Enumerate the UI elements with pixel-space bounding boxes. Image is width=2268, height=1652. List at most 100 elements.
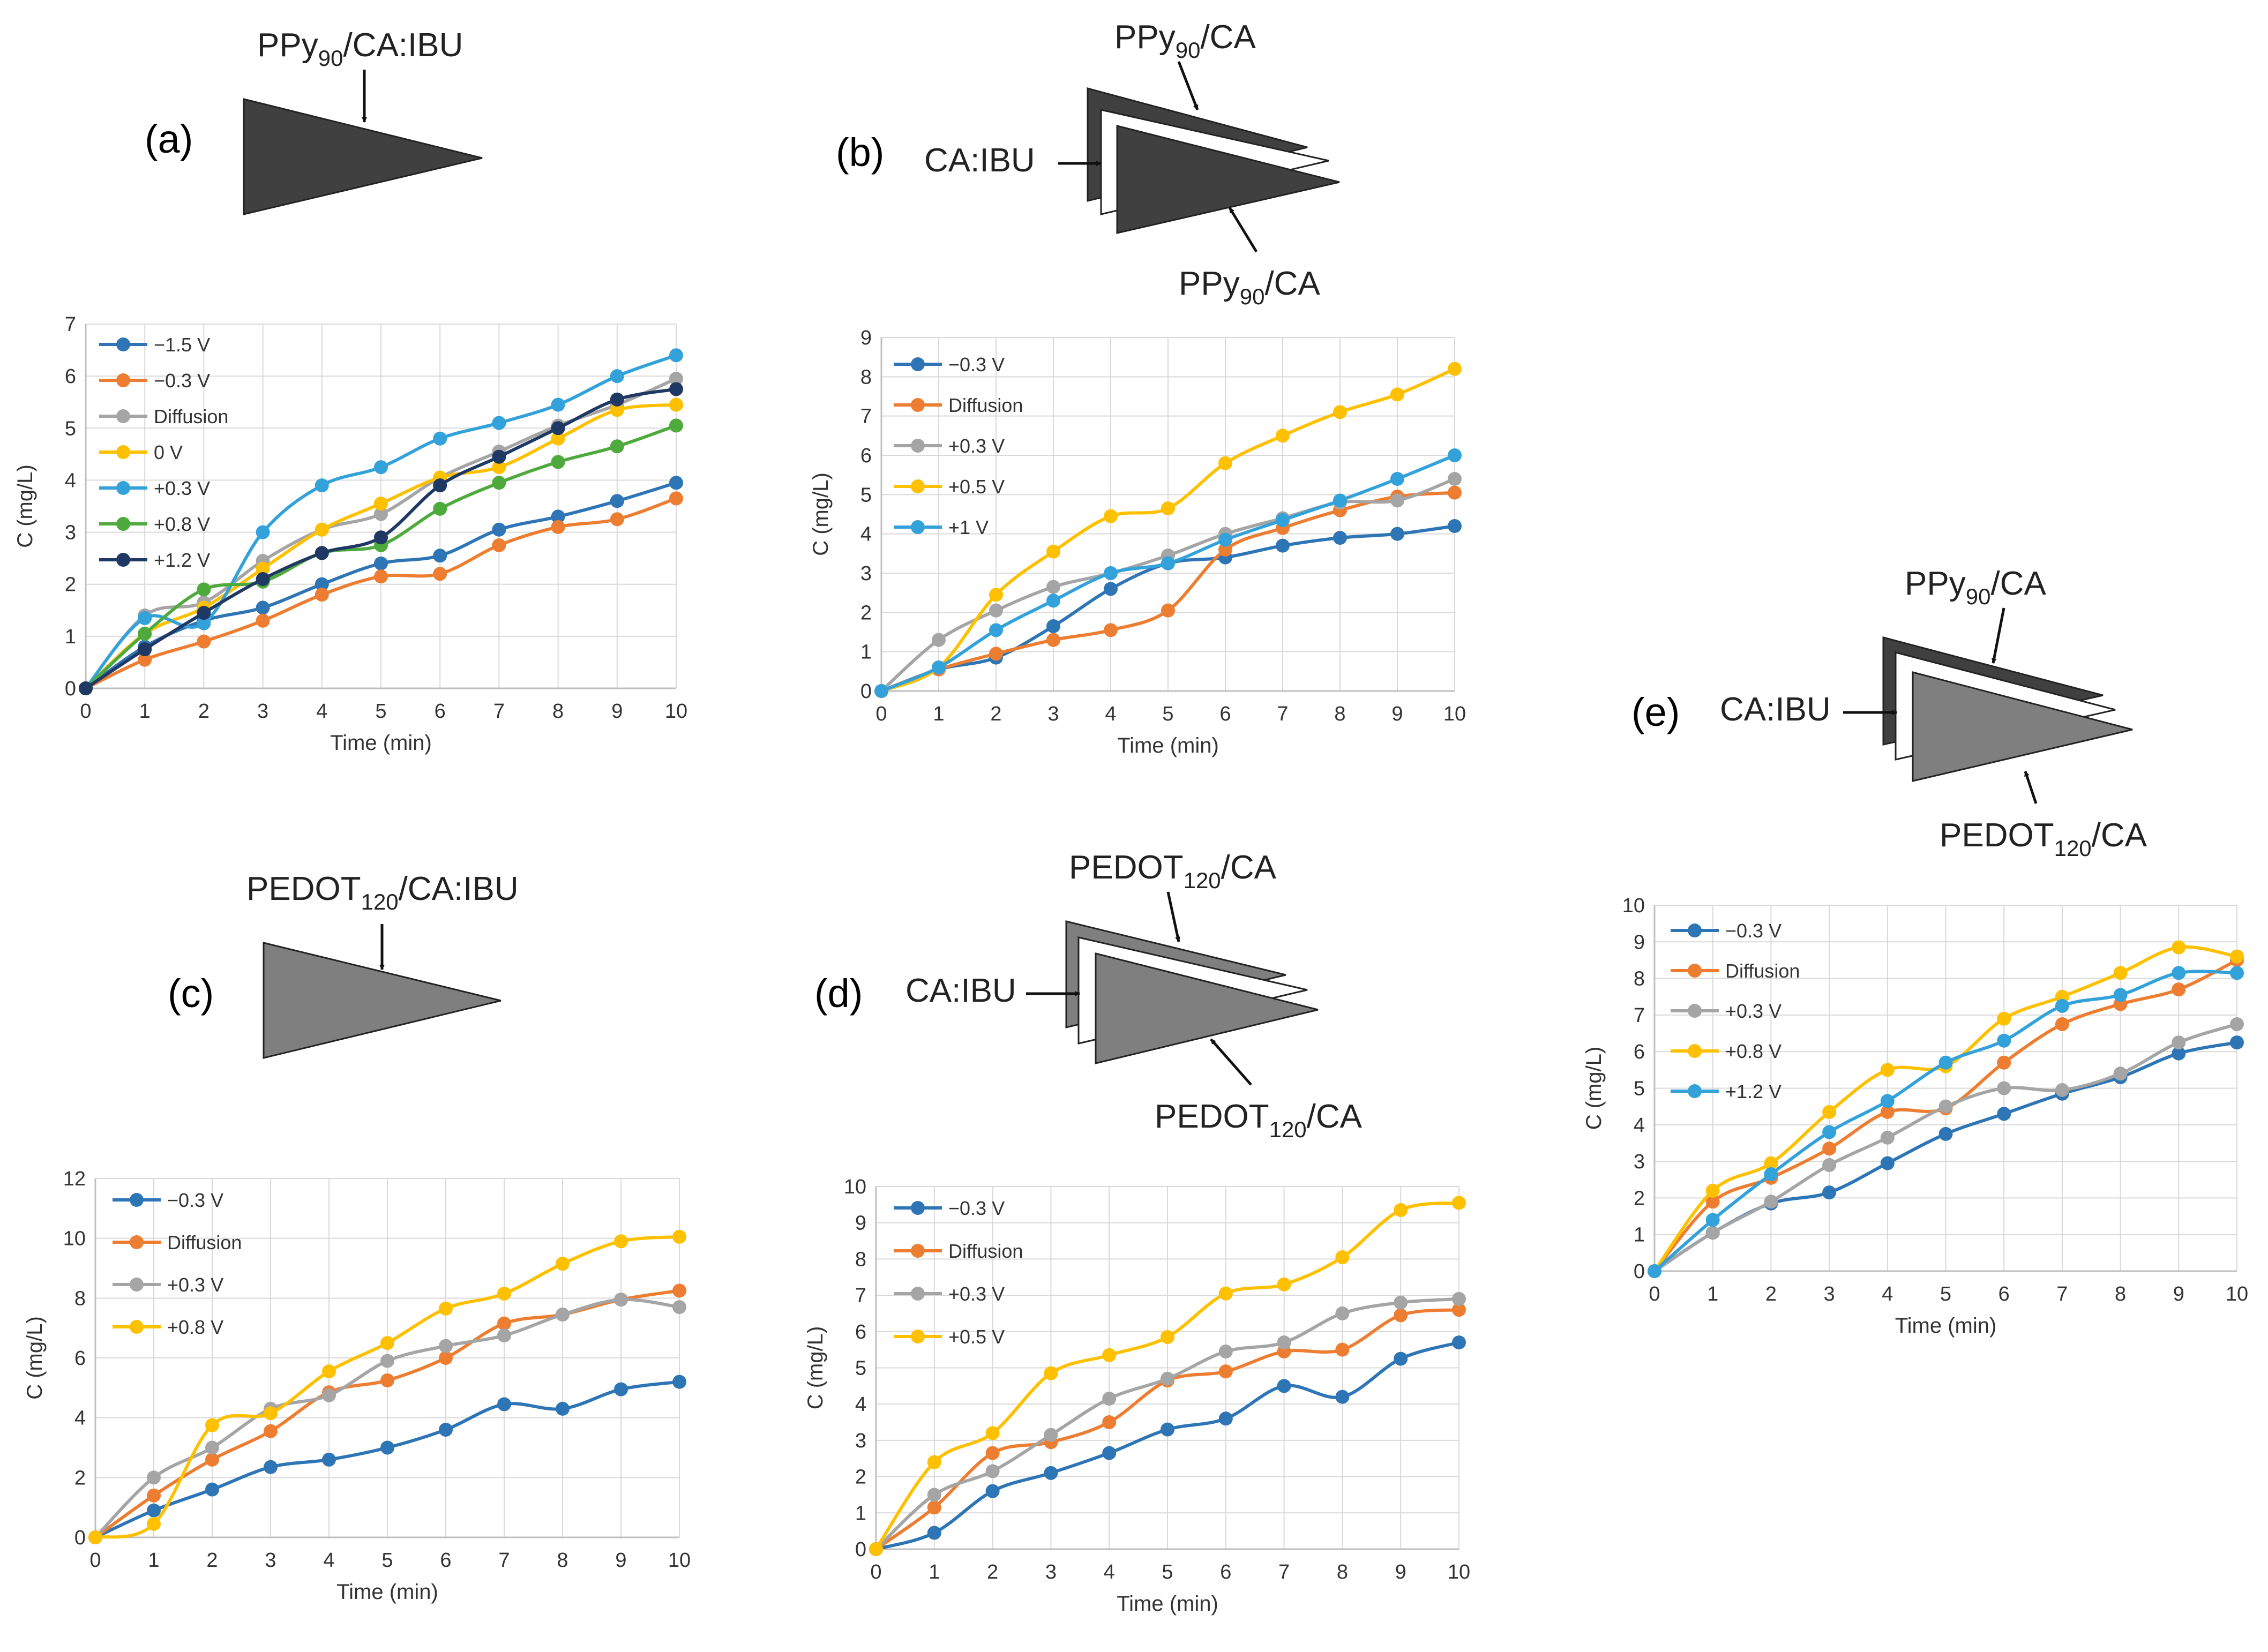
data-point	[1276, 429, 1290, 443]
data-point	[2172, 966, 2186, 980]
legend-marker	[911, 439, 925, 453]
data-point	[927, 1526, 941, 1540]
data-point	[551, 431, 565, 446]
top-layer-arrow	[1177, 61, 1199, 110]
ibu-layer-label: CA:IBU	[1720, 691, 1831, 728]
data-point	[2172, 940, 2186, 955]
data-point	[1394, 1295, 1408, 1310]
data-point	[1161, 1422, 1174, 1437]
data-point	[492, 538, 506, 552]
data-point	[1218, 456, 1232, 470]
series-4	[874, 448, 1462, 698]
y-tick-label: 9	[855, 1212, 866, 1235]
series-3	[88, 1229, 686, 1544]
legend-label: −0.3 V	[167, 1189, 223, 1211]
data-point	[205, 1452, 219, 1467]
data-point	[433, 567, 447, 581]
data-point	[556, 1257, 570, 1271]
data-point	[1997, 1055, 2011, 1070]
y-tick-label: 6	[855, 1321, 866, 1343]
data-point	[1161, 603, 1175, 618]
data-point	[1997, 1011, 2011, 1026]
legend-label: +0.5 V	[948, 476, 1005, 498]
legend-marker	[130, 1235, 144, 1249]
data-point	[79, 681, 93, 695]
y-axis-title: C (mg/L)	[809, 472, 833, 556]
legend-item: +1 V	[894, 516, 989, 538]
legend-item: −1.5 V	[99, 334, 210, 356]
legend-item: Diffusion	[894, 1240, 1023, 1262]
ibu-layer-label: CA:IBU	[905, 972, 1016, 1009]
data-point	[1997, 1107, 2011, 1121]
y-tick-label: 3	[860, 562, 872, 585]
data-point	[315, 522, 329, 537]
data-point	[322, 1364, 336, 1379]
data-point	[256, 600, 270, 615]
x-tick-label: 10	[668, 1549, 691, 1572]
x-tick-label: 6	[440, 1549, 451, 1572]
data-point	[138, 642, 152, 657]
x-tick-label: 5	[375, 700, 386, 723]
x-tick-label: 9	[611, 700, 623, 723]
data-point	[610, 494, 624, 508]
data-point	[205, 1482, 219, 1497]
data-point	[1448, 472, 1462, 486]
legend-item: Diffusion	[99, 406, 228, 427]
data-point	[1764, 1195, 1778, 1209]
panel-letter-e: (e)	[1631, 690, 1680, 734]
data-point	[492, 416, 506, 430]
data-point	[256, 613, 270, 628]
legend-item: 0 V	[99, 441, 183, 463]
data-point	[374, 530, 388, 545]
legend-marker	[911, 1287, 925, 1301]
data-point	[374, 460, 388, 475]
data-point	[2230, 1017, 2244, 1031]
data-point	[1276, 513, 1290, 527]
data-point	[256, 525, 270, 539]
data-point	[1044, 1366, 1058, 1380]
legend-item: Diffusion	[1671, 960, 1800, 982]
y-tick-label: 1	[65, 626, 76, 648]
legend-label: +0.8 V	[154, 513, 210, 535]
data-point	[433, 501, 447, 516]
data-point	[147, 1503, 161, 1518]
data-point	[264, 1406, 278, 1421]
legend-marker	[911, 520, 925, 534]
data-point	[1822, 1105, 1837, 1119]
x-tick-label: 2	[206, 1549, 218, 1572]
data-point	[256, 572, 270, 586]
data-point	[1938, 1127, 1953, 1141]
y-tick-label: 8	[855, 1248, 866, 1271]
y-tick-label: 0	[74, 1527, 86, 1549]
data-point	[1394, 1203, 1408, 1218]
data-point	[669, 382, 683, 396]
data-point	[932, 633, 946, 647]
y-tick-label: 10	[63, 1228, 86, 1250]
data-point	[2230, 1035, 2244, 1050]
data-point	[1448, 362, 1462, 376]
legend-item: −0.3 V	[894, 354, 1005, 376]
data-point	[1938, 1055, 1953, 1070]
data-point	[1218, 532, 1232, 547]
y-tick-label: 5	[860, 484, 872, 506]
x-tick-label: 7	[1278, 1561, 1290, 1583]
y-tick-label: 6	[65, 365, 76, 388]
y-tick-label: 6	[74, 1347, 86, 1370]
y-tick-label: 6	[860, 445, 872, 467]
data-point	[492, 476, 506, 490]
data-point	[2230, 949, 2244, 964]
x-tick-label: 6	[1998, 1283, 2010, 1305]
data-point	[147, 1488, 161, 1503]
data-point	[1044, 1466, 1058, 1480]
ibu-layer-label: CA:IBU	[924, 142, 1035, 179]
y-tick-label: 9	[860, 327, 872, 349]
y-tick-label: 0	[855, 1538, 866, 1561]
data-point	[433, 431, 447, 446]
chart-a: 0 1 2 3 4 5 6 7 0 1 2 3 4 5 6 7 8 9 10 Time (min) C (mg/L) −1…	[13, 313, 687, 755]
data-point	[2172, 1035, 2186, 1050]
top-layer-label: PEDOT120/CA	[1069, 849, 1277, 893]
legend-marker	[1688, 1044, 1702, 1058]
data-point	[205, 1440, 219, 1455]
data-point	[2113, 988, 2128, 1002]
data-point	[2055, 998, 2069, 1013]
